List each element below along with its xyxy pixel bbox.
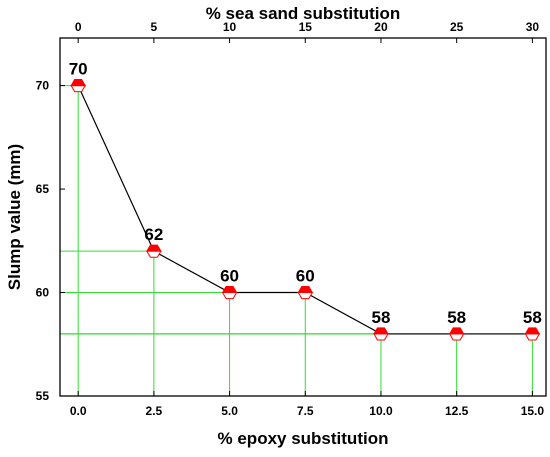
guide-lines [60,85,533,396]
data-label: 58 [447,308,466,327]
marker-top-half [373,327,389,335]
data-point-marker [297,285,314,300]
x-tick-label: 5.0 [221,404,238,418]
top-x-tick-label: 15 [299,20,313,34]
data-point-marker [373,327,389,341]
marker-bottom-half [297,292,314,300]
y-tick-label: 60 [36,286,50,300]
data-label: 58 [372,308,391,327]
data-label: 60 [220,267,239,286]
top-x-tick-label: 30 [526,20,540,34]
marker-bottom-half [70,85,87,93]
top-x-tick-label: 20 [374,20,388,34]
data-label: 62 [144,225,163,244]
data-label: 60 [296,267,315,286]
marker-bottom-half [146,250,162,258]
marker-top-half [221,285,238,294]
data-point-marker [221,285,238,300]
marker-top-half [297,285,314,294]
marker-group [70,79,541,341]
y-axis-title: Slump value (mm) [5,144,24,290]
x-tick-label: 7.5 [297,404,314,418]
x-tick-label: 15.0 [521,404,545,418]
top-x-axis-title: % sea sand substitution [206,4,401,23]
y-tick-label: 65 [36,182,50,196]
x-tick-label: 10.0 [369,404,393,418]
data-point-marker [146,244,162,258]
data-point-marker [70,79,87,93]
top-x-tick-label: 10 [223,20,237,34]
marker-bottom-half [448,333,465,341]
x-axis-ticks: 0.0 2.5 5.0 7.5 10.0 12.5 15.0 [70,391,545,418]
x-tick-label: 12.5 [445,404,469,418]
x-axis-title: % epoxy substitution [218,429,389,448]
marker-top-half [524,327,541,335]
top-x-axis-ticks: 0 5 10 15 20 25 30 [75,20,540,43]
x-tick-label: 0.0 [70,404,87,418]
data-label: 58 [523,308,542,327]
data-point-marker [448,327,465,341]
marker-bottom-half [373,333,389,341]
top-x-tick-label: 0 [75,20,82,34]
top-x-tick-label: 25 [450,20,464,34]
data-point-marker [524,327,541,341]
top-x-tick-label: 5 [151,20,158,34]
data-label-group: 70 62 60 60 58 58 58 [69,60,542,327]
marker-bottom-half [221,292,238,300]
marker-top-half [146,244,162,252]
marker-top-half [70,79,87,87]
x-tick-label: 2.5 [146,404,163,418]
marker-top-half [448,327,465,335]
y-tick-label: 70 [36,79,50,93]
marker-bottom-half [524,333,541,341]
data-label: 70 [69,60,88,79]
plot-frame [59,37,547,397]
y-tick-label: 55 [36,389,50,403]
y-axis-ticks: 55 60 65 70 [36,79,65,403]
